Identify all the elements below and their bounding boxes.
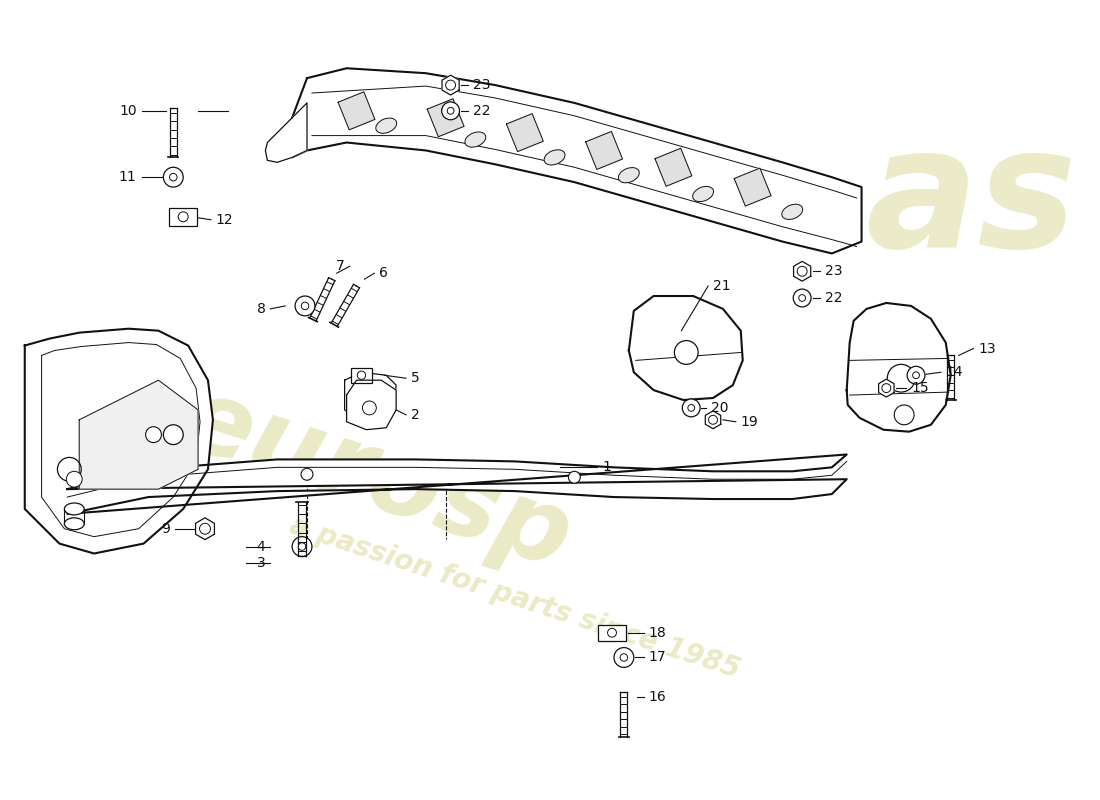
Bar [351, 368, 373, 382]
Polygon shape [734, 168, 771, 206]
Text: 22: 22 [473, 104, 491, 118]
Polygon shape [427, 98, 464, 137]
Text: 11: 11 [119, 170, 136, 184]
Polygon shape [879, 379, 894, 397]
Polygon shape [346, 380, 396, 430]
Polygon shape [585, 131, 623, 170]
Polygon shape [293, 68, 861, 254]
Text: 19: 19 [740, 414, 759, 429]
Polygon shape [338, 92, 375, 130]
Text: 13: 13 [978, 342, 996, 355]
Circle shape [798, 266, 807, 276]
Text: 6: 6 [379, 266, 388, 280]
Circle shape [358, 371, 365, 379]
Circle shape [363, 401, 376, 415]
Text: 12: 12 [216, 213, 233, 226]
Bar [169, 208, 197, 226]
Polygon shape [265, 103, 307, 162]
Text: 4: 4 [256, 539, 265, 554]
Ellipse shape [465, 132, 486, 147]
Polygon shape [705, 411, 720, 429]
Circle shape [145, 426, 162, 442]
Circle shape [164, 425, 184, 445]
Bar [598, 625, 626, 641]
Circle shape [708, 415, 717, 424]
Polygon shape [629, 296, 742, 400]
Circle shape [882, 384, 891, 393]
Text: as: as [865, 121, 1076, 283]
Text: 7: 7 [336, 259, 344, 274]
Text: 23: 23 [825, 264, 843, 278]
Circle shape [674, 341, 698, 364]
Text: 1: 1 [602, 460, 610, 474]
Circle shape [301, 302, 309, 310]
Text: 23: 23 [473, 78, 491, 92]
Circle shape [66, 471, 82, 487]
Circle shape [620, 654, 628, 662]
Circle shape [57, 458, 81, 482]
Text: 3: 3 [256, 557, 265, 570]
Circle shape [298, 543, 306, 550]
Circle shape [888, 364, 915, 392]
Circle shape [908, 366, 925, 384]
Polygon shape [344, 372, 396, 418]
Circle shape [688, 405, 694, 411]
Polygon shape [847, 303, 950, 432]
Circle shape [607, 628, 616, 637]
Circle shape [301, 468, 312, 480]
Text: 14: 14 [946, 366, 964, 379]
Circle shape [164, 167, 184, 187]
Text: 9: 9 [162, 522, 170, 536]
Ellipse shape [65, 503, 85, 515]
Text: 5: 5 [411, 371, 420, 386]
Text: 8: 8 [256, 302, 265, 316]
Circle shape [614, 647, 634, 667]
Polygon shape [793, 262, 811, 281]
Circle shape [793, 289, 811, 307]
Text: eurosp: eurosp [168, 369, 584, 590]
Polygon shape [442, 75, 459, 95]
Ellipse shape [693, 186, 714, 202]
Text: 21: 21 [713, 279, 730, 293]
Circle shape [799, 294, 805, 302]
Text: 18: 18 [649, 626, 667, 640]
Polygon shape [506, 114, 543, 151]
Circle shape [169, 174, 177, 181]
Polygon shape [196, 518, 214, 540]
Ellipse shape [65, 518, 85, 530]
Circle shape [178, 212, 188, 222]
Circle shape [199, 523, 210, 534]
Polygon shape [67, 454, 847, 514]
Text: 2: 2 [411, 408, 420, 422]
Text: 16: 16 [649, 690, 667, 704]
Circle shape [446, 80, 455, 90]
Circle shape [448, 107, 454, 114]
Polygon shape [25, 329, 213, 554]
Circle shape [295, 296, 315, 316]
Text: 15: 15 [911, 381, 928, 395]
Circle shape [442, 102, 460, 120]
Ellipse shape [376, 118, 397, 134]
Ellipse shape [782, 204, 803, 219]
Circle shape [913, 372, 920, 378]
Text: 20: 20 [711, 401, 728, 415]
Ellipse shape [544, 150, 565, 165]
Circle shape [894, 405, 914, 425]
Circle shape [682, 399, 700, 417]
Polygon shape [654, 148, 692, 186]
Circle shape [293, 537, 312, 557]
Polygon shape [79, 380, 198, 489]
Text: a passion for parts since 1985: a passion for parts since 1985 [286, 512, 744, 684]
Ellipse shape [618, 167, 639, 183]
Text: 17: 17 [649, 650, 667, 665]
Circle shape [569, 471, 581, 483]
Text: 10: 10 [119, 104, 136, 118]
Text: 22: 22 [825, 291, 843, 305]
